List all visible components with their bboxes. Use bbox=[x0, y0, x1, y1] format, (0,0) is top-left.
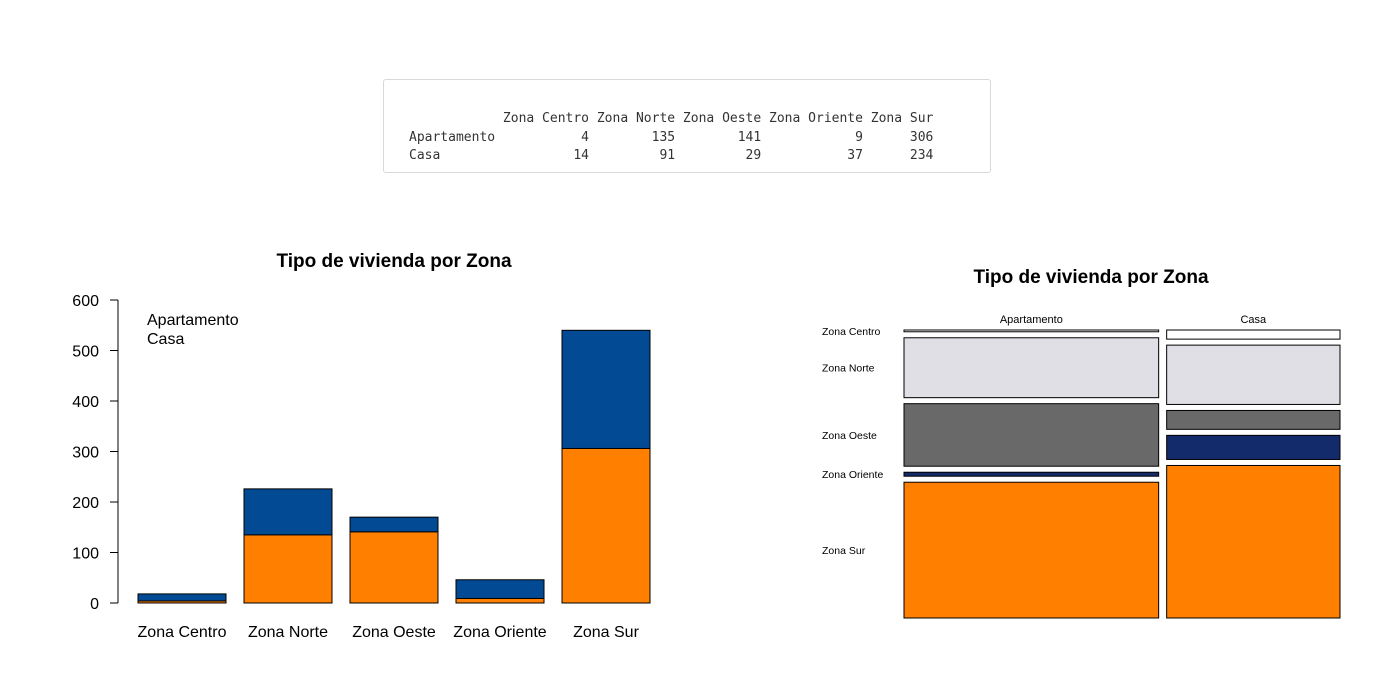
mosaic-tile bbox=[1166, 409, 1341, 430]
mosaic-tile bbox=[903, 337, 1160, 399]
legend-label: Casa bbox=[147, 331, 184, 348]
mosaic-plot: Tipo de vivienda por Zona Apartamento Casa… bbox=[822, 267, 1341, 619]
row-label: Zona Sur bbox=[822, 545, 866, 557]
y-tick-label: 100 bbox=[72, 546, 99, 563]
chart-title: Tipo de vivienda por Zona bbox=[973, 267, 1209, 288]
bar-apartamento bbox=[455, 597, 545, 604]
y-tick-label: 500 bbox=[72, 344, 99, 361]
y-tick-label: 400 bbox=[72, 394, 99, 411]
y-tick-label: 0 bbox=[90, 596, 99, 613]
x-tick-label: Zona Oriente bbox=[453, 624, 546, 641]
row-label: Zona Oeste bbox=[822, 430, 877, 442]
y-tick-label: 200 bbox=[72, 495, 99, 512]
legend-label: Apartamento bbox=[147, 312, 239, 329]
bar-casa bbox=[243, 488, 333, 536]
x-tick-label: Zona Sur bbox=[573, 624, 639, 641]
mosaic-tile bbox=[903, 471, 1160, 477]
contingency-table: Zona Centro Zona Norte Zona Oeste Zona O… bbox=[409, 111, 934, 163]
mosaic-tile bbox=[1166, 344, 1341, 405]
bar-apartamento bbox=[349, 531, 439, 604]
row-label: Zona Centro bbox=[822, 326, 881, 338]
y-tick-label: 600 bbox=[72, 293, 99, 310]
mosaic-tile bbox=[1166, 434, 1341, 460]
mosaic-tile bbox=[903, 329, 1160, 333]
x-tick-label: Zona Centro bbox=[138, 624, 227, 641]
mosaic-tile bbox=[903, 481, 1160, 619]
mosaic-tile bbox=[903, 403, 1160, 467]
x-tick-label: Zona Norte bbox=[248, 624, 328, 641]
bar-casa bbox=[455, 579, 545, 599]
x-tick-label: Zona Oeste bbox=[352, 624, 436, 641]
bar-apartamento bbox=[243, 534, 333, 604]
row-label: Zona Norte bbox=[822, 363, 875, 375]
mosaic-tile bbox=[1166, 329, 1341, 340]
y-tick-label: 300 bbox=[72, 445, 99, 462]
column-label: Apartamento bbox=[1000, 314, 1063, 326]
row-label: Zona Oriente bbox=[822, 469, 883, 481]
column-label: Casa bbox=[1240, 314, 1267, 326]
chart-title: Tipo de vivienda por Zona bbox=[276, 251, 512, 272]
bar-casa bbox=[561, 329, 651, 449]
stacked-bar-chart: Tipo de vivienda por Zona 0 100 200 300 400 50… bbox=[72, 251, 651, 641]
mosaic-tile bbox=[1166, 464, 1341, 619]
bar-casa bbox=[349, 516, 439, 533]
console-output: Zona Centro Zona Norte Zona Oeste Zona O… bbox=[383, 79, 991, 173]
bar-casa bbox=[137, 593, 227, 602]
bar-apartamento bbox=[561, 447, 651, 604]
